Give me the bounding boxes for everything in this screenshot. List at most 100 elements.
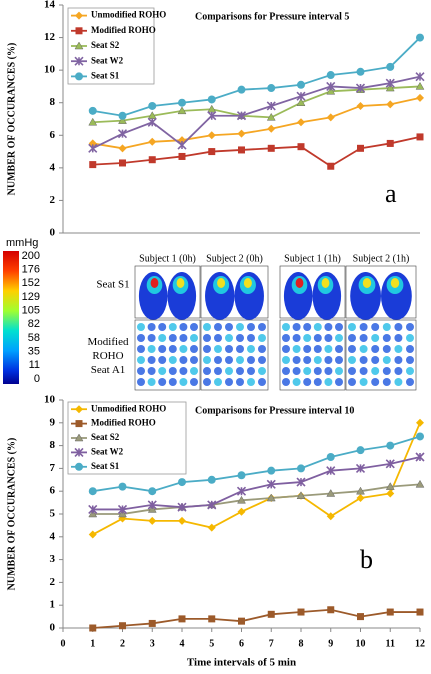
marker [178,615,186,623]
marker [117,504,128,515]
marker [267,144,275,152]
marker [416,608,424,616]
marker [75,11,83,20]
cell [190,323,198,331]
marker [416,418,424,427]
cell [335,345,343,353]
cell [371,323,380,331]
cell [179,334,188,342]
marker [356,67,365,76]
colorbar-label: 0 [34,373,40,385]
marker [75,462,83,471]
y-tick-label: 12 [44,31,56,43]
cell [359,356,368,364]
cell [282,378,290,386]
cell [324,345,333,353]
marker [326,466,336,476]
pressure-map-blobs [350,272,412,320]
marker [386,62,395,71]
marker [178,98,186,107]
marker [148,101,157,110]
cell [382,378,391,386]
cell [313,367,322,375]
marker [88,106,97,115]
marker [74,56,84,66]
cell [348,323,356,331]
cell [214,367,222,375]
cell [137,334,145,342]
marker [207,523,216,532]
series-line [92,85,421,124]
marker [296,477,306,487]
cell [190,334,198,342]
cell [190,378,198,386]
marker [326,86,336,95]
cell [282,345,290,353]
cell [247,356,255,364]
marker [237,129,246,138]
legend-label: Modified ROHO [91,25,156,35]
y-tick-label: 0 [50,227,56,239]
pressure-map [134,319,201,391]
marker [326,81,336,91]
cell [258,356,266,364]
column-label: Subject 2 (0h) [206,253,263,264]
marker [207,131,216,140]
cell [303,378,312,386]
marker [266,101,276,111]
blob [176,278,185,288]
legend-label: Unmodified ROHO [91,403,166,413]
pressure-map-cells [203,323,266,386]
cell [303,356,312,364]
y-tick-label: 2 [50,194,56,206]
cell [147,334,156,342]
y-tick-label: 6 [50,485,56,497]
marker [296,491,306,500]
marker [177,106,187,115]
marker [297,464,305,473]
cell [324,378,333,386]
cell [313,334,322,342]
cell [203,323,211,331]
colorbar-label: 152 [22,277,40,289]
pressure-map-cells [348,323,414,386]
series-line [92,75,421,150]
marker [416,432,424,441]
panel-label: b [360,545,373,574]
cell [158,367,167,375]
cell [359,378,368,386]
cell [168,323,177,331]
cell [225,334,233,342]
marker [118,111,127,120]
cell [335,356,343,364]
cell [292,345,301,353]
marker [237,471,246,480]
cell [158,334,167,342]
cell [247,345,255,353]
colorbar-label: 200 [22,250,40,262]
y-tick-label: 8 [50,439,56,451]
chart-title: Comparisons for Pressure interval 10 [195,405,354,416]
y-tick-label: 6 [50,129,56,141]
cell [382,345,391,353]
cell [406,323,414,331]
marker [326,512,335,521]
marker [75,420,83,428]
marker [118,116,127,124]
cell [335,378,343,386]
x-tick-label: 0 [61,638,66,649]
marker [326,488,336,497]
x-tick-label: 11 [386,638,395,649]
cell [406,356,414,364]
marker [266,479,276,489]
marker [355,83,366,93]
marker [416,33,424,42]
cell [394,345,403,353]
cell [335,367,343,375]
marker [266,493,276,502]
legend-label: Seat W2 [91,55,124,65]
cell [313,323,322,331]
colorbar-label: 105 [22,305,40,317]
x-tick-label: 5 [209,638,214,649]
marker [326,113,335,122]
